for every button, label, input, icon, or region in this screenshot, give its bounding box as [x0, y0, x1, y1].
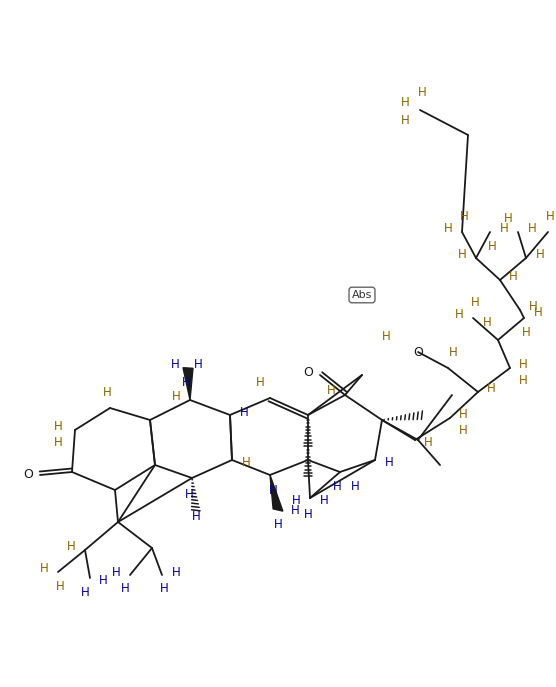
Text: H: H [470, 295, 479, 308]
Text: H: H [455, 308, 463, 322]
Text: H: H [500, 223, 508, 236]
Text: H: H [53, 420, 62, 433]
Text: H: H [483, 317, 492, 330]
Text: H: H [449, 346, 458, 359]
Text: H: H [486, 383, 495, 396]
Text: H: H [56, 580, 64, 592]
Text: H: H [381, 330, 390, 344]
Text: H: H [171, 359, 180, 372]
Text: H: H [529, 300, 538, 313]
Text: H: H [240, 405, 249, 418]
Text: H: H [121, 583, 130, 596]
Text: H: H [351, 480, 359, 493]
Text: H: H [458, 249, 466, 262]
Text: H: H [401, 113, 409, 126]
Text: H: H [185, 488, 193, 501]
Text: Abs: Abs [352, 290, 372, 300]
Text: H: H [418, 85, 426, 98]
Text: H: H [112, 565, 121, 578]
Text: H: H [269, 484, 277, 497]
Text: H: H [459, 425, 468, 438]
Text: H: H [192, 510, 200, 523]
Text: H: H [545, 210, 554, 223]
Text: H: H [292, 495, 300, 508]
Text: H: H [172, 565, 180, 578]
Text: H: H [522, 326, 530, 339]
Text: H: H [53, 436, 62, 449]
Text: H: H [504, 212, 513, 225]
Text: H: H [459, 409, 468, 422]
Text: H: H [385, 456, 394, 469]
Polygon shape [270, 475, 283, 511]
Text: H: H [332, 480, 341, 493]
Text: O: O [23, 469, 33, 482]
Text: H: H [160, 583, 168, 596]
Text: H: H [509, 271, 518, 284]
Text: H: H [320, 495, 329, 508]
Polygon shape [183, 368, 193, 400]
Text: H: H [182, 376, 190, 389]
Text: H: H [291, 504, 299, 517]
Text: H: H [67, 539, 76, 552]
Text: H: H [274, 517, 282, 530]
Text: H: H [242, 456, 250, 469]
Text: H: H [535, 249, 544, 262]
Text: H: H [460, 210, 468, 223]
Text: H: H [519, 374, 528, 387]
Text: H: H [424, 436, 433, 449]
Text: O: O [303, 366, 313, 379]
Text: H: H [39, 563, 48, 576]
Text: H: H [528, 223, 537, 236]
Text: H: H [519, 359, 528, 372]
Text: H: H [81, 585, 90, 598]
Text: H: H [256, 376, 264, 390]
Text: O: O [413, 346, 423, 359]
Text: H: H [172, 390, 180, 403]
Text: H: H [326, 385, 335, 398]
Text: H: H [534, 306, 542, 319]
Text: H: H [444, 223, 453, 236]
Text: H: H [488, 240, 497, 253]
Text: H: H [103, 387, 111, 400]
Text: H: H [401, 96, 409, 109]
Text: H: H [193, 359, 202, 372]
Text: H: H [304, 508, 312, 521]
Text: H: H [98, 574, 107, 587]
